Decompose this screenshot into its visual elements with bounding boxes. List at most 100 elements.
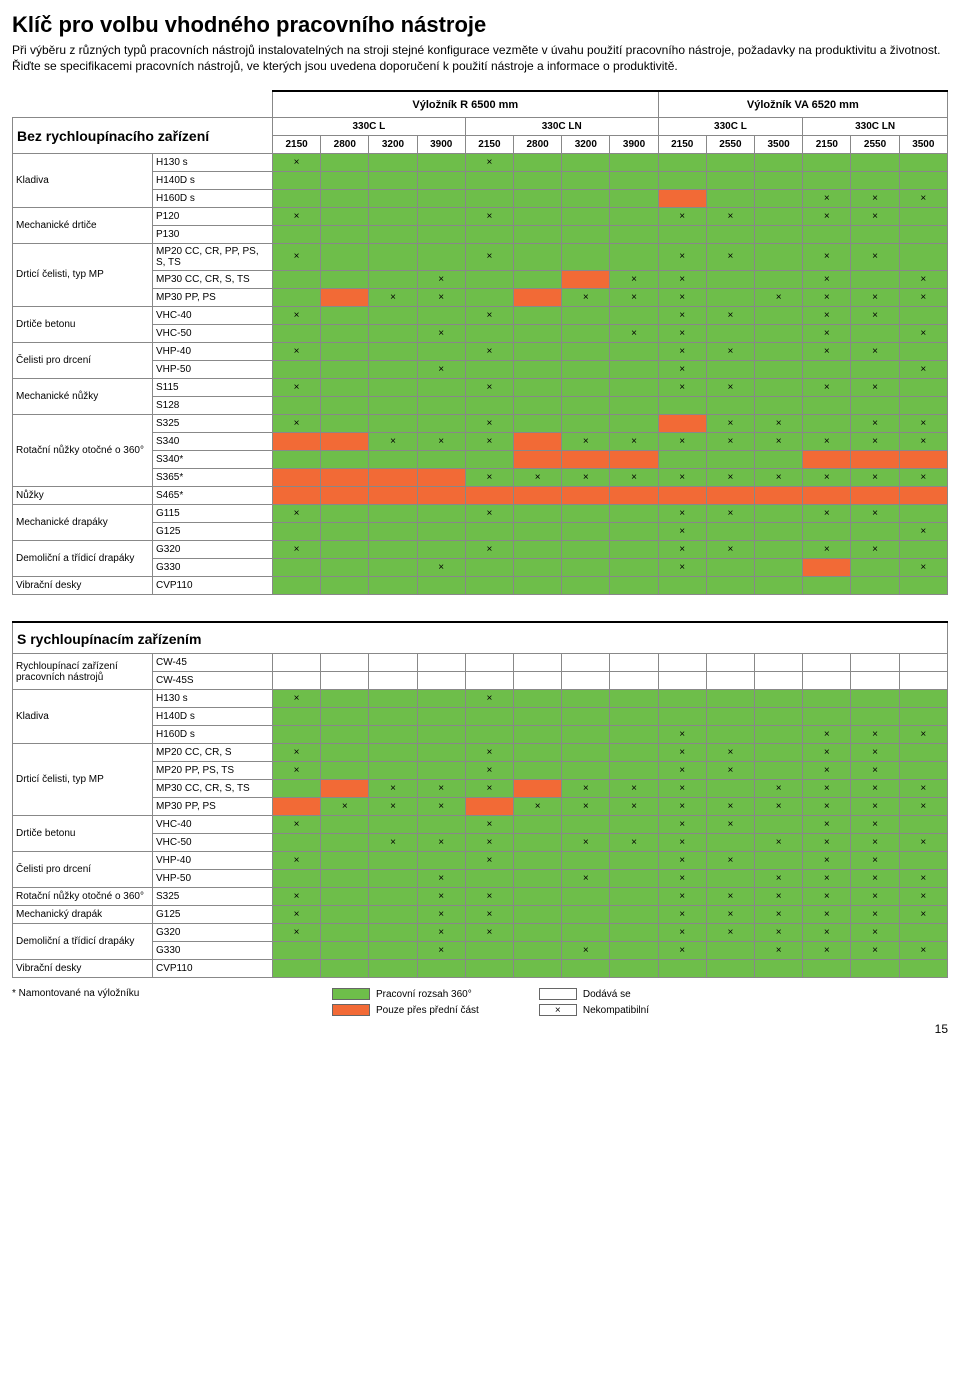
compat-cell [514,654,562,672]
compat-cell: × [658,780,706,798]
compat-cell [899,960,947,978]
compat-cell [755,852,803,870]
compat-cell [755,153,803,171]
compat-cell: × [514,468,562,486]
compat-cell [803,672,851,690]
compat-cell [899,225,947,243]
compat-cell [273,360,321,378]
compat-cell: × [899,522,947,540]
compat-cell: × [706,378,754,396]
compat-cell [755,690,803,708]
compat-cell: × [273,207,321,225]
compat-cell [610,504,658,522]
compat-cell [369,360,417,378]
compat-cell: × [851,744,899,762]
compat-cell: × [273,762,321,780]
compat-cell [803,522,851,540]
table-row: KladivaH130 s×× [13,690,948,708]
compat-cell: × [803,324,851,342]
compat-cell [803,486,851,504]
compat-cell: × [706,906,754,924]
category-label: Kladiva [13,153,153,207]
compat-cell [273,522,321,540]
compat-cell [755,960,803,978]
category-label: Mechanické drtiče [13,207,153,243]
compat-cell [755,762,803,780]
table-row: MP30 CC, CR, S, TS×××××××××× [13,780,948,798]
compat-cell [610,888,658,906]
compat-cell: × [562,834,610,852]
compat-cell [465,288,513,306]
compat-cell [755,360,803,378]
compat-cell: × [417,558,465,576]
compat-cell: × [706,243,754,270]
compat-cell [369,906,417,924]
compat-cell: × [417,906,465,924]
tool-label: G320 [153,924,273,942]
compat-cell: × [273,504,321,522]
compat-cell: × [273,414,321,432]
compat-cell [610,171,658,189]
compat-cell [369,726,417,744]
compat-cell: × [658,360,706,378]
compat-cell [706,486,754,504]
compat-cell [610,960,658,978]
tool-label: P130 [153,225,273,243]
compat-cell [321,270,369,288]
compat-cell: × [803,288,851,306]
compat-cell [417,522,465,540]
compat-cell: × [851,288,899,306]
mm-value: 3200 [562,135,610,153]
compat-cell [658,654,706,672]
compat-cell [562,924,610,942]
compat-cell [417,708,465,726]
compat-cell [417,306,465,324]
compat-cell [899,486,947,504]
footnote: * Namontované na výložníku [12,988,272,999]
compat-cell [851,360,899,378]
tool-label: P120 [153,207,273,225]
category-label: Vibrační desky [13,576,153,594]
compat-cell [610,522,658,540]
compat-cell [803,450,851,468]
table-row: Čelisti pro drceníVHP-40×××××× [13,342,948,360]
compat-cell: × [465,540,513,558]
compat-cell [755,225,803,243]
compat-cell [610,672,658,690]
compat-cell [273,270,321,288]
tool-label: VHC-40 [153,306,273,324]
tool-label: G330 [153,558,273,576]
compat-cell [369,852,417,870]
compat-cell: × [562,942,610,960]
compat-cell: × [465,378,513,396]
compat-cell [706,834,754,852]
compat-cell: × [755,798,803,816]
category-label: Vibrační desky [13,960,153,978]
compat-cell: × [417,780,465,798]
compat-cell [706,171,754,189]
mm-value: 2800 [514,135,562,153]
compat-cell [562,558,610,576]
compat-cell [369,924,417,942]
compat-cell: × [899,942,947,960]
compat-cell [803,360,851,378]
compat-cell [755,342,803,360]
section1-title: Bez rychloupínacího zařízení [13,117,273,153]
compat-cell [610,906,658,924]
compat-cell [369,942,417,960]
compat-cell [369,504,417,522]
legend-swatch-green [332,988,370,1000]
compat-cell [562,540,610,558]
compat-cell [851,270,899,288]
compat-cell: × [465,690,513,708]
compat-cell [899,654,947,672]
compat-cell [369,888,417,906]
table-row: Mechanické drtičeP120×××××× [13,207,948,225]
compat-cell: × [610,432,658,450]
compat-cell [321,690,369,708]
compat-cell [562,906,610,924]
tool-label: S115 [153,378,273,396]
compat-cell: × [658,270,706,288]
boom-header-1: Výložník R 6500 mm [273,91,659,117]
compat-cell: × [803,942,851,960]
